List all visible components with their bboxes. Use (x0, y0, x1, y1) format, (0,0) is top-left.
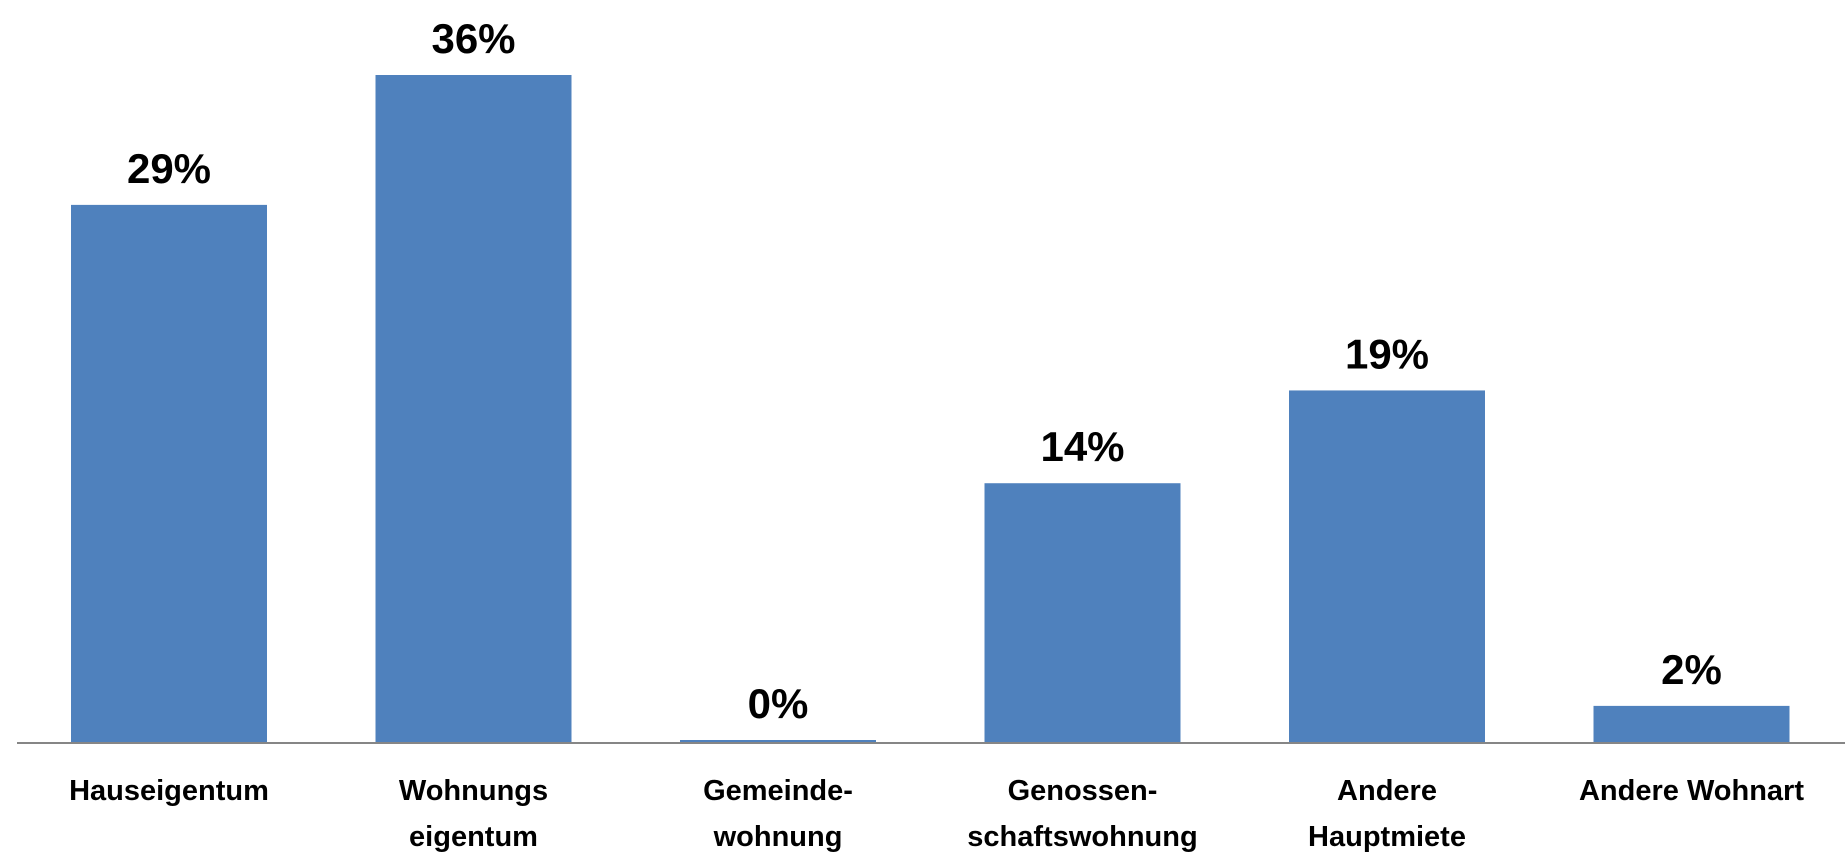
bar-value-label: 19% (1345, 330, 1429, 377)
category-label: Andere (1337, 775, 1437, 807)
bar-value-label: 36% (431, 15, 515, 62)
category-label: Genossen- (1008, 775, 1158, 807)
bar (1289, 390, 1485, 743)
category-label: Hauptmiete (1308, 821, 1466, 853)
category-label: Hauseigentum (69, 775, 269, 807)
category-label: Gemeinde- (703, 775, 853, 807)
category-label: schaftswohnung (967, 821, 1197, 853)
category-label: Andere Wohnart (1579, 775, 1804, 807)
bar (71, 204, 267, 743)
bar (375, 75, 572, 743)
category-label: Wohnungs (399, 775, 548, 807)
bars-group (71, 75, 1790, 743)
bar-value-label: 2% (1661, 646, 1722, 693)
bar-value-label: 14% (1040, 423, 1124, 470)
bar (1593, 705, 1790, 743)
category-labels-group: Hauseigentum Wohnungs eigentum Gemeinde-woh… (69, 775, 1804, 853)
bar (680, 740, 876, 743)
category-label: eigentum (409, 821, 538, 853)
bar-value-label: 0% (748, 680, 809, 727)
category-label: wohnung (713, 821, 843, 853)
value-labels-group: 29% 36% 0% 14% 19% 2% (127, 15, 1722, 727)
bar-value-label: 29% (127, 145, 211, 192)
bar (984, 483, 1181, 743)
